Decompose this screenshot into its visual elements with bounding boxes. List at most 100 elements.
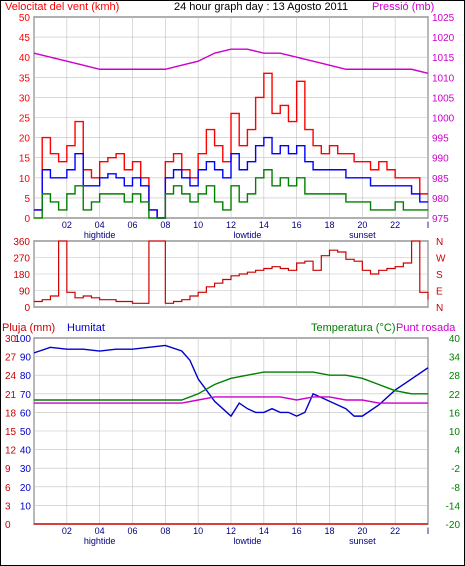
pressure-y-tick: 1010 — [432, 73, 455, 84]
temp-y-tick: 28 — [449, 371, 461, 382]
humidity-x-tick: 18 — [324, 526, 334, 536]
wind-panel: Velocitat del vent (kmh) 24 hour graph d… — [5, 1, 455, 240]
wind-x-tick: 22 — [390, 220, 400, 230]
humidity-y-tick: 10 — [20, 501, 32, 512]
temp-y-tick: 16 — [449, 408, 461, 419]
pressure-y-tick: 1015 — [432, 53, 455, 64]
pressure-y-tick: 1025 — [432, 13, 455, 24]
wind-y-tick: 5 — [24, 194, 30, 205]
direction-y-tick: 90 — [19, 287, 31, 298]
direction-grid — [33, 240, 429, 308]
rain-y-tick: 6 — [5, 483, 11, 494]
rain-axis-title: Pluja (mm) — [2, 322, 55, 334]
series-pressure — [33, 48, 429, 74]
wind-y-tick: 0 — [24, 214, 30, 225]
humidity-x-tick: 12 — [226, 526, 236, 536]
wind-y-tick: 35 — [19, 73, 31, 84]
rain-y-tick: 21 — [5, 390, 17, 401]
humidity-y-tick: 40 — [20, 446, 32, 457]
humidity-x-marker: sunset — [349, 536, 376, 546]
series-wind_low — [34, 169, 428, 219]
wind-x-tick: 12 — [226, 220, 236, 230]
wind-y-tick: 30 — [19, 93, 31, 104]
humidity-series — [33, 344, 429, 525]
humidity-y-tick: 20 — [20, 483, 32, 494]
wind-x-tick: 10 — [193, 220, 203, 230]
wind-x-tick: 16 — [292, 220, 302, 230]
temp-y-tick: -14 — [446, 501, 461, 512]
humidity-axis-title: Humitat — [67, 322, 105, 334]
humidity-x-tick: 22 — [390, 526, 400, 536]
temp-y-tick: 22 — [449, 390, 461, 401]
direction-y-tick: 270 — [13, 254, 30, 265]
compass-tick: N — [436, 303, 443, 314]
pressure-y-tick: 1020 — [432, 33, 455, 44]
humidity-x-tick: 04 — [95, 526, 105, 536]
humidity-x-marker: lowtide — [233, 536, 261, 546]
rain-y-tick: 30 — [5, 334, 17, 345]
humidity-x-tick: 16 — [292, 526, 302, 536]
series-dewpoint — [34, 396, 428, 404]
series-temperature — [34, 371, 428, 401]
humidity-x-tick: I — [427, 526, 430, 536]
pressure-y-tick: 1000 — [432, 114, 455, 125]
series-humidity — [33, 344, 429, 418]
pressure-y-tick: 990 — [432, 154, 449, 165]
wind-axis-title: Velocitat del vent (kmh) — [5, 1, 119, 13]
wind-x-tick: 04 — [95, 220, 105, 230]
direction-y-tick: 0 — [24, 303, 30, 314]
wind-y-tick: 15 — [19, 154, 31, 165]
temp-y-tick: 10 — [449, 427, 461, 438]
rain-y-tick: 27 — [5, 353, 17, 364]
pressure-axis-title: Pressió (mb) — [372, 1, 434, 13]
wind-y-tick: 20 — [19, 134, 31, 145]
temp-y-tick: -8 — [451, 483, 460, 494]
humidity-x-tick: 10 — [193, 526, 203, 536]
humidity-y-tick: 70 — [20, 390, 32, 401]
humidity-x-tick: 14 — [259, 526, 269, 536]
humidity-y-tick: 30 — [20, 464, 32, 475]
temp-y-tick: 34 — [449, 353, 461, 364]
wind-x-tick: 14 — [259, 220, 269, 230]
humidity-y-tick: 80 — [20, 371, 32, 382]
pressure-y-tick: 975 — [432, 214, 449, 225]
direction-series — [34, 240, 429, 304]
temp-y-tick: -2 — [451, 464, 460, 475]
series-wind_gust — [34, 72, 428, 219]
wind-x-tick: 20 — [357, 220, 367, 230]
wind-x-tick: 18 — [324, 220, 334, 230]
pressure-y-tick: 995 — [432, 134, 449, 145]
humidity-x-tick: 08 — [160, 526, 170, 536]
humidity-y-tick: 100 — [14, 334, 31, 345]
compass-tick: S — [436, 270, 443, 281]
wind-x-tick: 06 — [127, 220, 137, 230]
temp-y-tick: -20 — [446, 520, 461, 531]
wind-y-tick: 45 — [19, 33, 31, 44]
direction-y-tick: 360 — [13, 237, 30, 248]
wind-ticks: 0510152025303540455097598098599099510001… — [19, 13, 455, 240]
humidity-grid — [33, 337, 429, 525]
dewpoint-axis-title: Punt rosada — [396, 322, 456, 334]
series-direction — [34, 240, 429, 304]
humidity-x-tick: 20 — [357, 526, 367, 536]
rain-y-tick: 18 — [5, 408, 17, 419]
temp-y-tick: 4 — [454, 446, 460, 457]
pressure-y-tick: 1005 — [432, 93, 455, 104]
rain-y-tick: 9 — [5, 464, 11, 475]
wind-x-marker: sunset — [349, 230, 376, 240]
compass-tick: W — [436, 254, 446, 265]
humidity-x-tick: 02 — [62, 526, 72, 536]
wind-y-tick: 50 — [19, 13, 31, 24]
humidity-temp-panel: Pluja (mm) Humitat Temperatura (°C) Punt… — [2, 322, 460, 546]
humidity-x-marker: hightide — [84, 536, 116, 546]
wind-y-tick: 10 — [19, 174, 31, 185]
wind-series — [33, 48, 429, 219]
wind-x-tick: I — [427, 220, 430, 230]
rain-y-tick: 0 — [5, 520, 11, 531]
humidity-x-tick: 06 — [127, 526, 137, 536]
wind-x-tick: 08 — [160, 220, 170, 230]
pressure-y-tick: 980 — [432, 194, 449, 205]
pressure-y-tick: 985 — [432, 174, 449, 185]
